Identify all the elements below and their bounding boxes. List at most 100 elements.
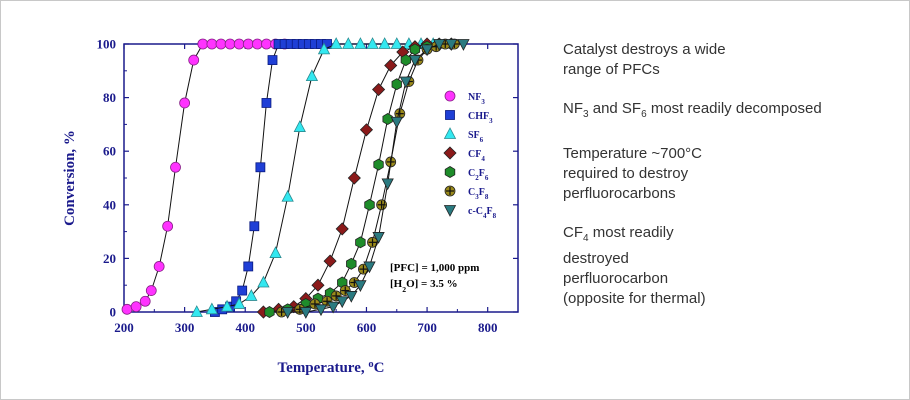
data-point (139, 295, 151, 307)
legend-marker (444, 166, 456, 178)
data-point (215, 38, 227, 50)
data-point (364, 198, 375, 211)
data-point (381, 178, 394, 191)
y-tick-label: 80 (103, 90, 116, 105)
data-point (311, 278, 325, 292)
note-line: perfluorocarbons (563, 185, 676, 202)
note-line: Temperature ~700°C (563, 145, 702, 162)
x-tick-label: 300 (175, 320, 195, 335)
data-point (317, 42, 331, 55)
series-c-c4f8 (281, 39, 470, 319)
data-point (190, 305, 203, 317)
note-line: NF3 and SF6 most readily decomposed (563, 100, 822, 120)
data-point (391, 78, 402, 91)
data-point (390, 37, 403, 49)
data-point (355, 236, 366, 249)
data-point (220, 299, 234, 312)
data-point (363, 261, 376, 274)
x-tick-label: 200 (114, 320, 134, 335)
data-point (400, 54, 412, 67)
data-point (384, 58, 398, 73)
data-point (267, 55, 278, 65)
series-line (263, 43, 452, 313)
x-tick-label: 400 (235, 320, 255, 335)
data-point (242, 38, 254, 50)
y-tick-label: 0 (110, 305, 117, 320)
data-point (179, 97, 191, 109)
note-3: Temperature ~700°C required to destroy per… (563, 144, 893, 204)
data-point (359, 123, 374, 137)
y-tick-label: 40 (103, 197, 116, 212)
data-point (264, 306, 275, 318)
data-point (251, 38, 263, 50)
data-point (233, 38, 245, 50)
data-point (153, 261, 165, 272)
y-tick-label: 20 (103, 251, 116, 266)
note-line: destroyed (563, 250, 629, 267)
annotation-h2o: [H2O] = 3.5 % (390, 278, 458, 294)
note-line: perfluorocarbon (563, 270, 669, 287)
data-point (197, 38, 209, 50)
legend-marker (444, 90, 456, 102)
data-point (305, 69, 319, 82)
data-point (326, 301, 340, 314)
conversion-chart: 200 300 400 500 600 700 800 0 20 40 60 80 100 Tempera… (62, 37, 519, 377)
legend-label: CHF3 (468, 111, 493, 125)
data-point (342, 37, 355, 49)
data-point (345, 291, 358, 303)
y-tick-label: 100 (97, 37, 117, 52)
series-c3f8 (276, 38, 460, 318)
data-point (323, 254, 337, 268)
data-point (281, 189, 294, 202)
notes-panel: Catalyst destroys a wide range of PFCs NF3… (563, 40, 893, 328)
legend-marker (444, 185, 456, 197)
legend-label: C3F8 (468, 187, 489, 201)
legend-label: CF4 (468, 149, 485, 163)
series-nf3 (121, 38, 291, 315)
data-point (249, 221, 260, 232)
note-4: CF4 most readily destroyed perfluorocarbon… (563, 223, 893, 309)
x-tick-label: 600 (357, 320, 377, 335)
data-point (336, 296, 349, 309)
data-point (378, 37, 391, 49)
data-point (162, 220, 174, 232)
data-point (366, 37, 379, 49)
x-tick-label: 500 (296, 320, 316, 335)
data-point (373, 158, 384, 171)
data-point (347, 171, 361, 185)
data-point (233, 297, 246, 309)
annotation-pfc: [PFC] = 1,000 ppm (390, 262, 479, 274)
y-axis-title: Conversion, % (62, 130, 78, 226)
data-point (314, 304, 328, 317)
data-point (372, 232, 385, 244)
data-point (372, 82, 386, 97)
data-point (170, 161, 181, 173)
data-point (261, 98, 272, 108)
note-line: (opposite for thermal) (563, 290, 706, 307)
data-point (281, 307, 294, 319)
legend-label: C2F6 (468, 168, 489, 182)
x-tick-label: 700 (417, 320, 437, 335)
data-point (354, 280, 367, 293)
data-point (188, 54, 200, 66)
note-line: range of PFCs (563, 61, 660, 78)
legend-marker (443, 127, 457, 139)
data-point (335, 222, 349, 236)
legend: NF3 CHF3 SF6 CF4 C2F6 C3F8 c-C4F8 (443, 90, 497, 220)
x-tick-label: 800 (478, 320, 498, 335)
data-point (261, 38, 272, 50)
note-1: Catalyst destroys a wide range of PFCs (563, 40, 893, 80)
data-point (399, 76, 413, 89)
series-cf4 (256, 37, 458, 319)
data-point (409, 43, 421, 56)
data-point (346, 257, 357, 270)
data-point (293, 120, 306, 132)
note-line: Catalyst destroys a wide (563, 41, 726, 58)
note-line: required to destroy (563, 165, 689, 182)
x-axis-title: Temperature, oC (278, 359, 385, 377)
data-point (205, 302, 219, 315)
data-point (130, 301, 142, 313)
legend-label: SF6 (468, 130, 484, 144)
data-point (243, 261, 254, 272)
